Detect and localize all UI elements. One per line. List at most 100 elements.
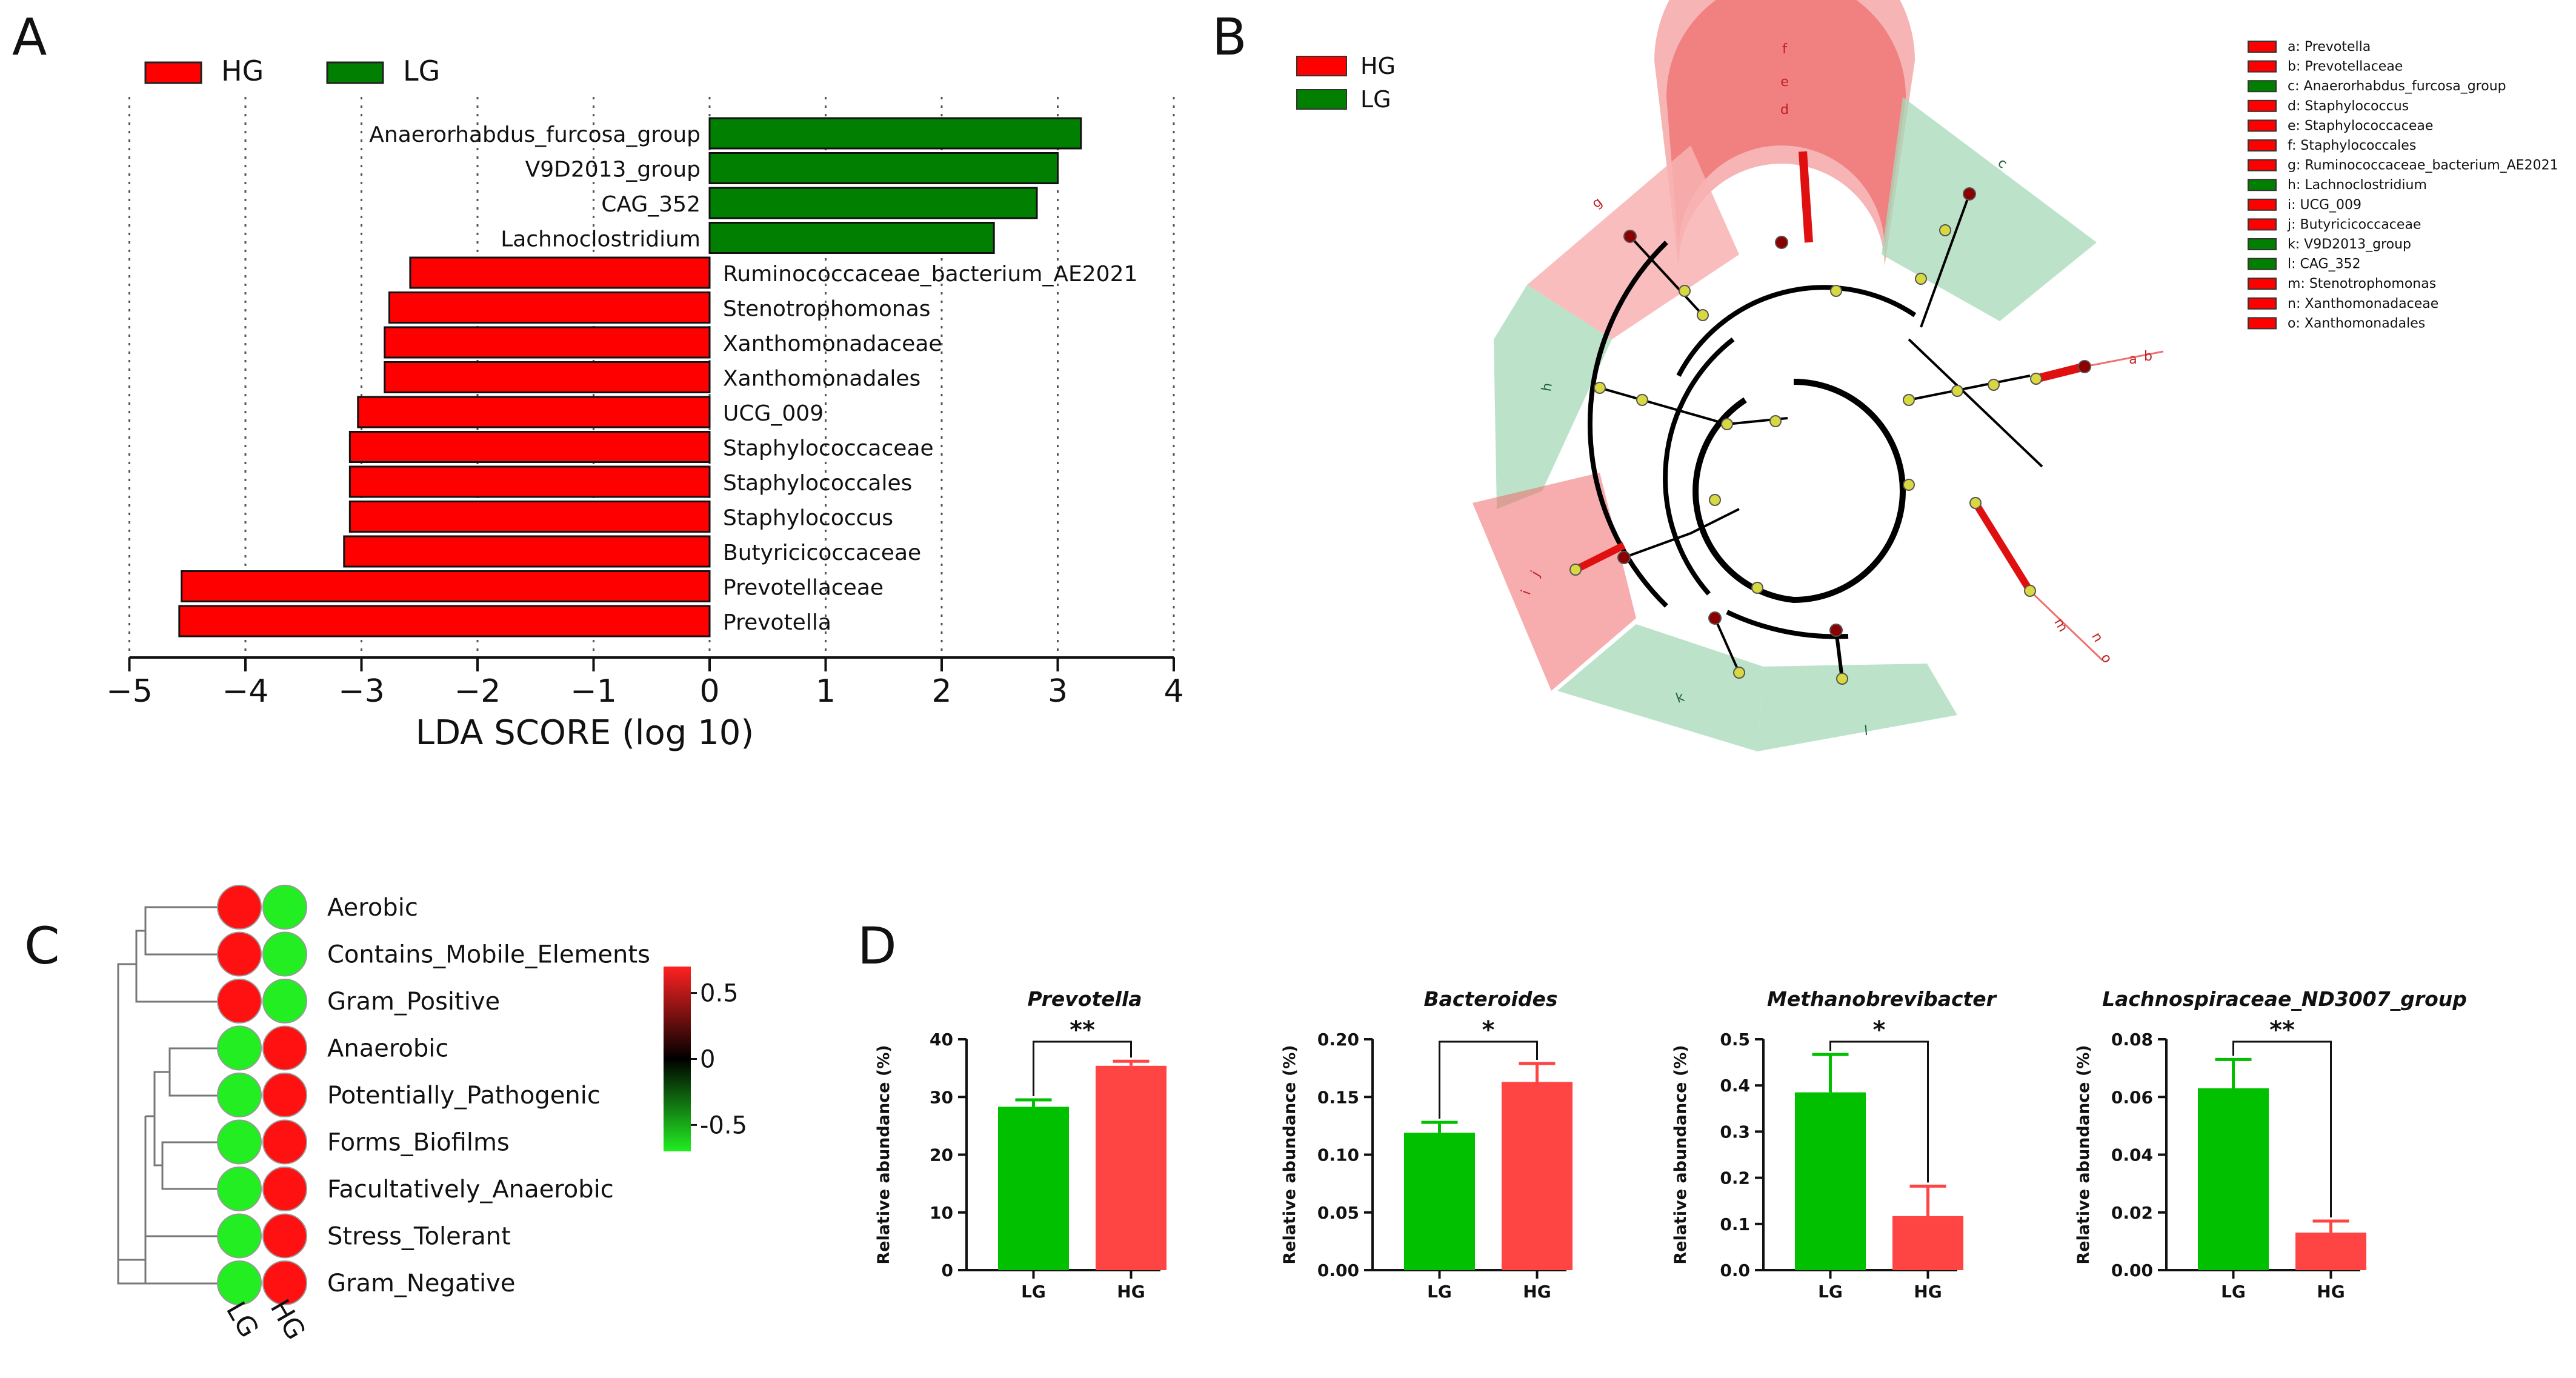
lda-bar: [178, 605, 711, 637]
clado-node: [1594, 382, 1606, 394]
clado-legend-swatch: [2248, 179, 2277, 191]
abundance-bar: [2198, 1088, 2269, 1270]
clado-legend-name: Prevotellaceae: [2305, 59, 2403, 75]
significance-bracket: [2232, 1040, 2332, 1218]
significance-bracket: [1829, 1040, 1929, 1183]
clado-legend-separator: :: [2292, 138, 2300, 153]
heatmap-row-label: Aerobic: [327, 894, 418, 922]
lda-bar: [708, 222, 995, 254]
dendro-top-group: [135, 906, 239, 1003]
lda-bar: [409, 256, 711, 289]
clado-legend-item: g: Ruminococcaceae_bacterium_AE2021: [2288, 158, 2558, 173]
clado-legend-key: d: [2288, 99, 2296, 114]
clado-branch-stenotrophomonas: [1972, 501, 2034, 593]
abundance-bar: [1795, 1092, 1866, 1270]
clado-sector-letter: n: [2088, 630, 2106, 645]
clado-node: [1709, 494, 1721, 506]
clado-legend-swatch: [2248, 238, 2277, 250]
heatmap-row-label: Facultatively_Anaerobic: [327, 1176, 614, 1203]
heatmap-column-label: LG: [220, 1297, 264, 1343]
clado-node: [1939, 224, 1951, 236]
clado-node: [1751, 582, 1763, 594]
abundance-y-tick-label: 0.02: [2111, 1203, 2153, 1223]
clado-node: [1623, 230, 1637, 243]
abundance-y-tick-label: 0.15: [1317, 1087, 1359, 1107]
abundance-y-tick-label: 0.10: [1317, 1145, 1359, 1165]
abundance-y-tick-label: 0.08: [2111, 1030, 2153, 1050]
abundance-y-tick-label: 0.4: [1720, 1076, 1750, 1096]
clado-node: [1769, 415, 1782, 427]
abundance-x-tick-label: LG: [1021, 1282, 1046, 1302]
cladogram: HG LG: [1296, 0, 2558, 751]
lda-bar-label: V9D2013_group: [525, 158, 701, 182]
abundance-y-tick-label: 0.1: [1720, 1214, 1750, 1234]
abundance-bar: [1096, 1065, 1167, 1270]
lda-bar-labels: Anaerorhabdus_furcosa_group V9D2013_group…: [369, 122, 1137, 635]
heatmap-cell: [217, 885, 262, 930]
clado-legend-item: a: Prevotella: [2288, 39, 2371, 55]
abundance-y-axis-title: Relative abundance (%): [1671, 1045, 1690, 1264]
clado-legend-label-hg: HG: [1360, 53, 1396, 79]
clado-sector-letter: d: [1780, 102, 1789, 118]
clado-node: [1963, 187, 1976, 201]
clado-ring-inner: [1692, 379, 1906, 604]
abundance-y-axis-title: Relative abundance (%): [874, 1045, 893, 1264]
clado-legend-separator: :: [2295, 237, 2304, 252]
significance-marker: **: [1070, 1016, 1095, 1044]
heatmap-cell: [262, 931, 307, 977]
clado-legend-item: k: V9D2013_group: [2288, 237, 2411, 252]
lda-bar-label: Staphylococcaceae: [723, 436, 934, 461]
clado-branch-9: [1908, 374, 2031, 401]
sector-k: [1557, 624, 1763, 751]
clado-node: [1969, 497, 1982, 509]
clado-legend-separator: :: [2291, 217, 2300, 232]
abundance-subplot-title: Prevotella: [1027, 987, 1142, 1011]
lda-bar: [708, 117, 1082, 150]
panel-label-c: C: [24, 916, 60, 976]
clado-legend-item: o: Xanthomonadales: [2288, 316, 2425, 331]
clado-sector-letter: g: [1589, 195, 1605, 211]
lda-bar-label: Ruminococcaceae_bacterium_AE2021: [723, 262, 1137, 287]
abundance-y-tick-label: 0.20: [1317, 1030, 1359, 1050]
clado-legend-separator: :: [2296, 118, 2305, 133]
heatmap-cell: [217, 979, 262, 1024]
clado-legend-item: l: CAG_352: [2288, 257, 2361, 272]
clado-legend-item: m: Stenotrophomonas: [2288, 276, 2436, 291]
clado-legend-name: Staphylococcaceae: [2305, 118, 2433, 133]
clado-node: [1617, 551, 1631, 564]
clado-node: [1721, 418, 1733, 430]
heatmap-cell: [262, 1073, 307, 1117]
clado-node: [1697, 309, 1709, 321]
clado-legend-separator: :: [2300, 276, 2309, 291]
clado-branch-8: [1623, 508, 1740, 559]
abundance-y-tick-label: 0.00: [2111, 1260, 2153, 1280]
lda-bar: [384, 361, 711, 393]
clado-node: [1708, 611, 1722, 625]
heatmap-cell: [262, 885, 307, 930]
clado-sector-letter: e: [1780, 75, 1789, 90]
heatmap-dendrogram: [117, 906, 239, 1285]
clado-legend-swatch: [2248, 80, 2277, 93]
lda-bar-label: Prevotellaceae: [723, 576, 884, 601]
clado-legend-key: g: [2288, 158, 2296, 173]
abundance-y-tick-label: 0.2: [1720, 1168, 1750, 1188]
clado-sector-letter: l: [1863, 724, 1868, 739]
clado-legend-item: f: Staphylococcales: [2288, 138, 2416, 153]
clado-node: [1733, 667, 1745, 679]
clado-ring-outer2: [1726, 610, 1849, 639]
clado-node: [1915, 273, 1927, 285]
heatmap-column-label: HG: [264, 1294, 311, 1345]
clado-ring-mid: [1676, 285, 1917, 377]
heatmap-cell: [262, 1167, 307, 1211]
panel-label-b: B: [1212, 7, 1247, 67]
clado-node: [1903, 394, 1915, 406]
clado-legend-key: l: [2288, 257, 2291, 272]
heatmap-colorbar: [664, 967, 691, 1151]
heatmap-cell: [217, 1167, 262, 1211]
lda-bar-label: Staphylococcus: [723, 506, 893, 531]
clado-legend-name: Ruminococcaceae_bacterium_AE2021: [2305, 158, 2558, 173]
lda-bar: [384, 326, 711, 359]
abundance-y-axis-title: Relative abundance (%): [1280, 1045, 1299, 1264]
clado-legend-swatch: [2248, 60, 2277, 73]
abundance-y-tick-label: 0.00: [1317, 1260, 1359, 1280]
